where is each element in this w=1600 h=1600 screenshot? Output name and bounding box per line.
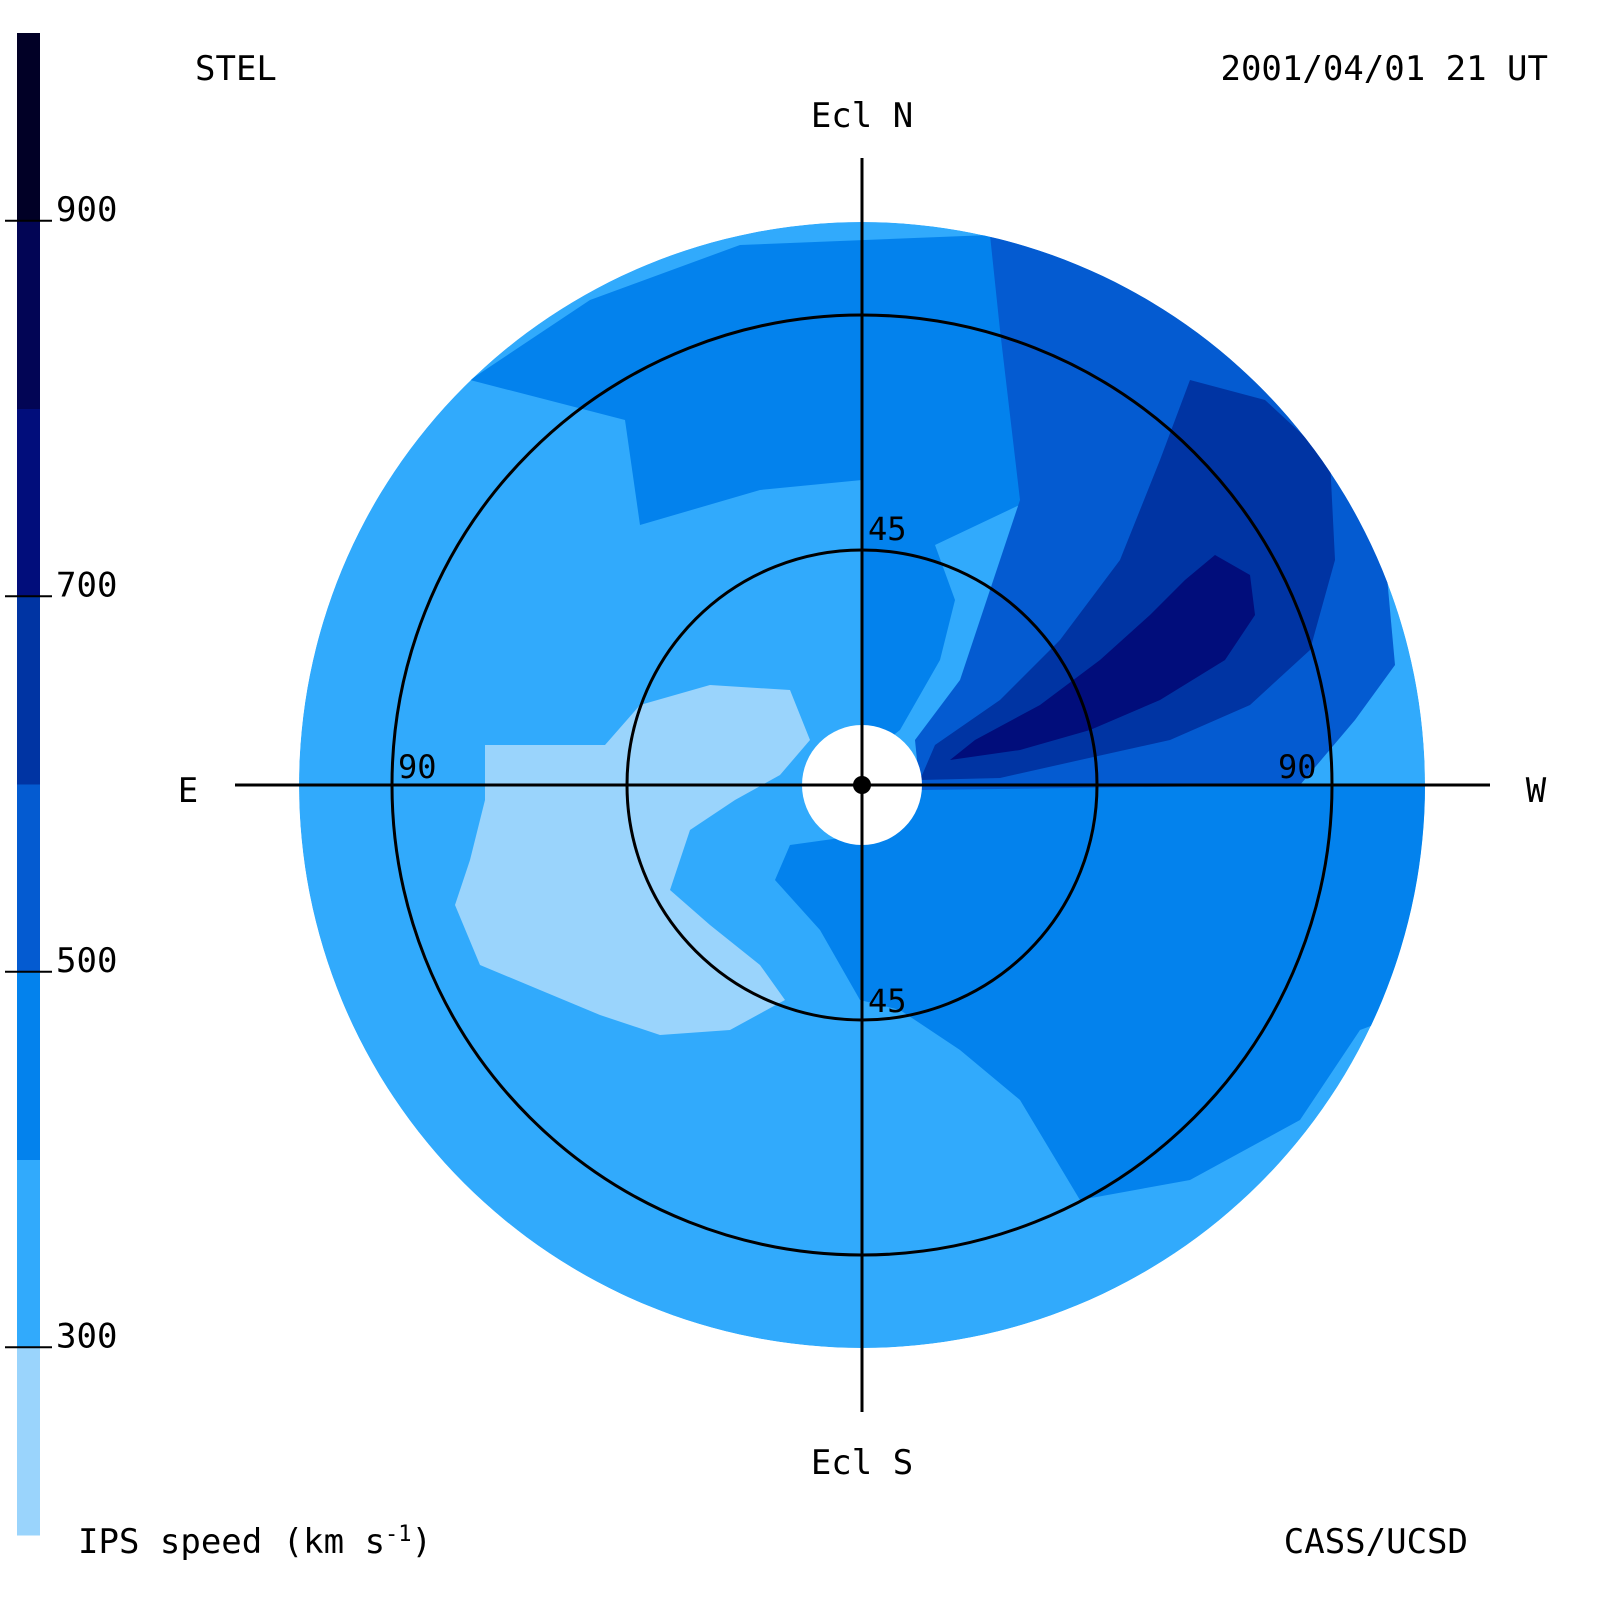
- sky-map: 45 45 90 90 Ecl N Ecl S E W: [178, 96, 1547, 1483]
- colorbar-segment: [17, 971, 40, 1160]
- sun-position-marker: [853, 776, 871, 794]
- colorbar-label-prefix: IPS speed (km s: [78, 1522, 385, 1562]
- circle-label-90-west: 90: [1278, 748, 1317, 786]
- circle-label-45-north: 45: [868, 510, 907, 548]
- colorbar-tick-label: 700: [56, 565, 117, 605]
- direction-label-west: W: [1526, 771, 1547, 811]
- colorbar-segment: [17, 33, 40, 222]
- colorbar-label-exponent: -1: [385, 1522, 412, 1547]
- colorbar-label: IPS speed (km s-1): [78, 1522, 432, 1562]
- colorbar-tick-label: 300: [56, 1316, 117, 1356]
- circle-label-90-east: 90: [398, 748, 437, 786]
- region-east-low-speed: [455, 685, 810, 1035]
- colorbar: 300 500 700 900: [5, 33, 117, 1536]
- region-northwest-core: [950, 555, 1255, 760]
- colorbar-segment: [17, 596, 40, 785]
- colorbar-tick-label: 900: [56, 190, 117, 230]
- region-northwest-stream: [920, 380, 1335, 780]
- colorbar-segment: [17, 1159, 40, 1348]
- colorbar-segment: [17, 784, 40, 973]
- colorbar-segment: [17, 1347, 40, 1536]
- colorbar-label-suffix: ): [412, 1522, 432, 1562]
- direction-label-south: Ecl S: [811, 1443, 913, 1483]
- colorbar-tick-label: 500: [56, 941, 117, 981]
- colorbar-segment: [17, 220, 40, 409]
- colorbar-segment: [17, 408, 40, 597]
- direction-label-east: E: [178, 771, 198, 811]
- region-north-moderate: [470, 235, 1030, 760]
- direction-label-north: Ecl N: [811, 96, 913, 136]
- timestamp-label: 2001/04/01 21 UT: [1220, 49, 1548, 89]
- source-label: STEL: [195, 49, 277, 89]
- region-southwest-moderate: [775, 785, 1425, 1200]
- credit-label: CASS/UCSD: [1284, 1522, 1468, 1562]
- circle-label-45-south: 45: [868, 982, 907, 1020]
